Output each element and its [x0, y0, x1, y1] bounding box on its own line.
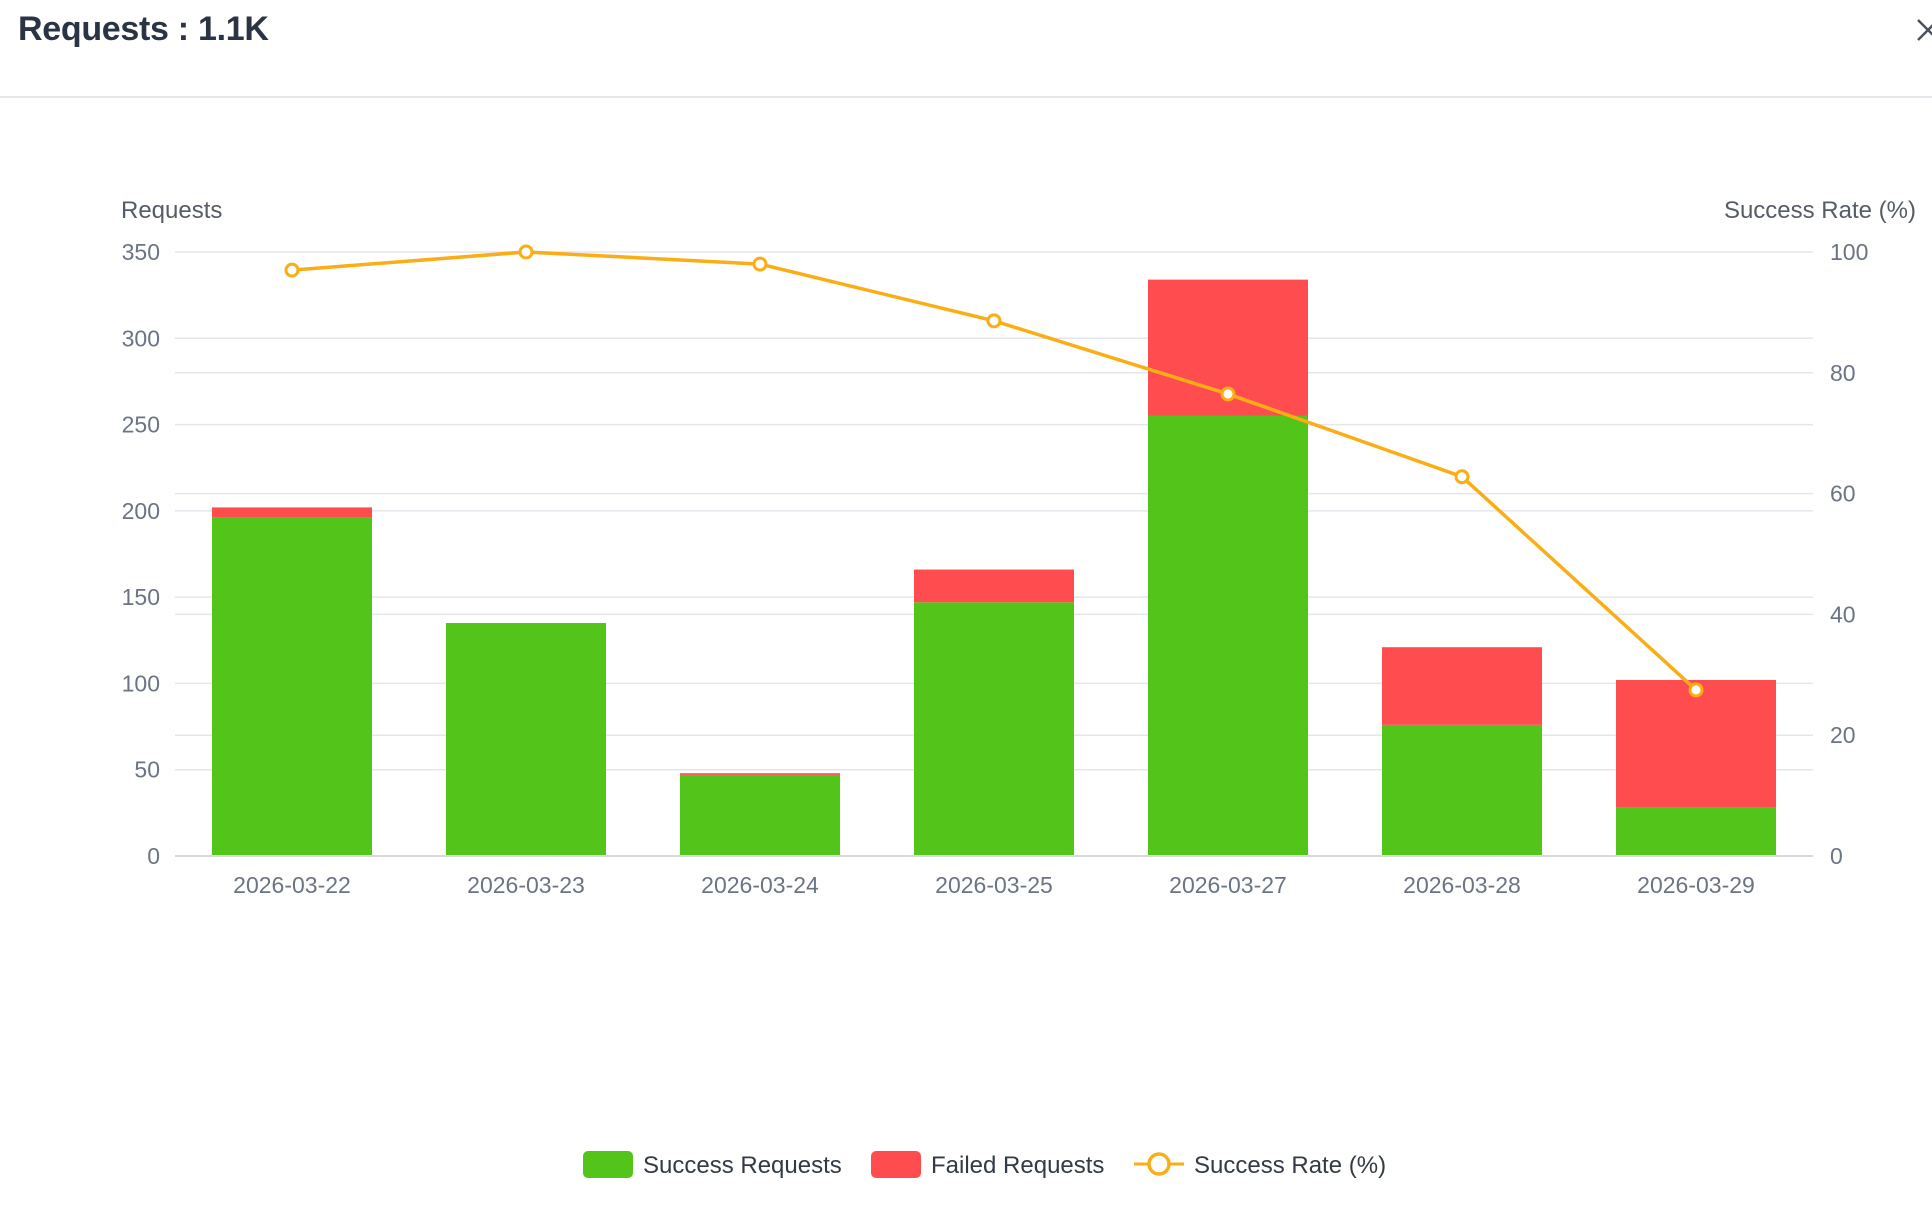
legend-item-failed[interactable]: Failed Requests [871, 1151, 1104, 1179]
bar-failed [212, 507, 372, 518]
bar-failed [1382, 647, 1542, 725]
y-left-tick-label: 100 [122, 670, 160, 696]
legend-swatch-success [583, 1151, 633, 1178]
x-tick-label: 2026-03-29 [1637, 872, 1755, 898]
y-right-tick-label: 40 [1830, 601, 1856, 627]
success-rate-point [986, 313, 1002, 329]
axes: Requests Success Rate (%) 05010015020025… [121, 197, 1916, 898]
x-tick-label: 2026-03-23 [467, 872, 585, 898]
y-left-tick-label: 150 [122, 584, 160, 610]
bar-success [914, 602, 1074, 856]
success-rate-point [284, 262, 300, 278]
bar-success [1616, 807, 1776, 856]
chart-area: Requests Success Rate (%) 0 50 100 150 200 25… [0, 100, 1932, 1220]
bar-failed [1616, 679, 1776, 808]
x-tick-label: 2026-03-22 [233, 872, 351, 898]
y-left-tick-label: 300 [122, 325, 160, 351]
y-right-axis-title: Success Rate (%) [1724, 197, 1916, 224]
y-right-tick-label: 100 [1830, 239, 1868, 265]
y-left-axis-title: Requests [121, 197, 222, 224]
bar-success [446, 623, 606, 856]
y-right-tick-label: 60 [1830, 481, 1856, 507]
legend-label-rate: Success Rate (%) [1194, 1152, 1386, 1179]
close-icon [1917, 19, 1932, 41]
legend-swatch-failed [871, 1151, 921, 1178]
x-tick-label: 2026-03-27 [1169, 872, 1287, 898]
legend-swatch-rate-marker [1147, 1152, 1171, 1176]
y-right-tick-label: 0 [1830, 843, 1843, 869]
x-tick-label: 2026-03-25 [935, 872, 1053, 898]
legend-label-success: Success Requests [643, 1152, 842, 1179]
legend-item-rate[interactable]: Success Rate (%) [1134, 1152, 1386, 1179]
success-rate-point [518, 244, 534, 260]
requests-chart: Requests Success Rate (%) 05010015020025… [121, 197, 1916, 1179]
bar-success [1382, 724, 1542, 856]
success-rate-point [1220, 386, 1236, 402]
success-rate-point [752, 256, 768, 272]
bar-failed [914, 569, 1074, 603]
y-left-tick-label: 350 [122, 239, 160, 265]
bar-success [680, 774, 840, 856]
success-rate-point [1454, 469, 1470, 485]
legend: Success Requests Failed Requests Success… [583, 1151, 1386, 1179]
x-tick-label: 2026-03-24 [701, 872, 819, 898]
legend-item-success[interactable]: Success Requests [583, 1151, 842, 1179]
success-rate-line-group [284, 244, 1704, 698]
y-left-tick-label: 200 [122, 498, 160, 524]
bar-success [1148, 415, 1308, 856]
y-left-tick-label: 250 [122, 412, 160, 438]
dialog-header: Requests : 1.1K [0, 0, 1932, 98]
y-left-tick-label: 50 [134, 757, 160, 783]
bars [212, 279, 1776, 856]
success-rate-point [1688, 682, 1704, 698]
y-right-tick-label: 20 [1830, 722, 1856, 748]
close-button[interactable] [1914, 10, 1932, 50]
y-right-tick-label: 80 [1830, 360, 1856, 386]
bar-failed [680, 773, 840, 775]
y-left-tick-label: 0 [147, 843, 160, 869]
x-tick-label: 2026-03-28 [1403, 872, 1521, 898]
bar-success [212, 517, 372, 856]
legend-label-failed: Failed Requests [931, 1152, 1104, 1179]
page-title: Requests : 1.1K [18, 10, 269, 48]
